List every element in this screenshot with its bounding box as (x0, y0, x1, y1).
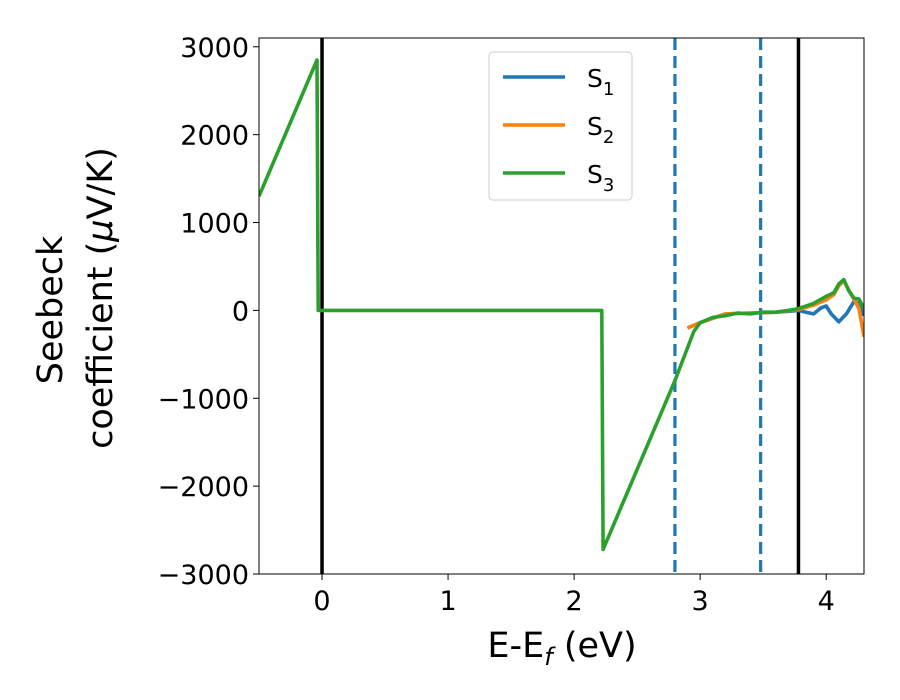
y-axis-title: Seebeck coefficient (μV/K) (31, 147, 121, 449)
series-line-s1 (686, 299, 864, 330)
y-tick-label: 2000 (180, 121, 249, 152)
y-tick-label: −2000 (158, 472, 249, 503)
series-lines (259, 58, 864, 552)
x-tick-label: 3 (692, 586, 709, 617)
plot-frame (258, 37, 865, 575)
y-axis-title-line2: coefficient (μV/K) (81, 147, 121, 449)
x-tick-label: 0 (313, 586, 330, 617)
reference-lines (320, 38, 801, 574)
y-tick-label: 1000 (180, 209, 249, 240)
y-axis-title-line1: Seebeck (31, 235, 71, 384)
legend: S1 S2 S3 (488, 51, 633, 201)
y-axis-title-mu: μ (81, 219, 121, 242)
x-tick-label: 4 (818, 586, 835, 617)
x-axis-ticks: 0 1 2 3 4 (313, 574, 835, 617)
x-axis-title-unit: (eV) (553, 626, 637, 666)
y-axis-ticks: −3000 −2000 −1000 0 1000 2000 3000 (158, 33, 259, 591)
y-tick-label: 3000 (180, 33, 249, 64)
legend-label-s3: S3 (587, 160, 614, 196)
x-tick-label: 2 (566, 586, 583, 617)
y-tick-label: 0 (232, 296, 249, 327)
x-tick-label: 1 (439, 586, 456, 617)
y-tick-label: −1000 (158, 384, 249, 415)
y-tick-label: −3000 (158, 560, 249, 591)
legend-label-s2: S2 (587, 112, 614, 148)
legend-label-s1: S1 (587, 64, 614, 100)
series-line-s3 (259, 58, 864, 552)
y-axis-title-unit: V/K) (81, 147, 121, 219)
x-axis-title: E-Ef (eV) (487, 626, 636, 671)
